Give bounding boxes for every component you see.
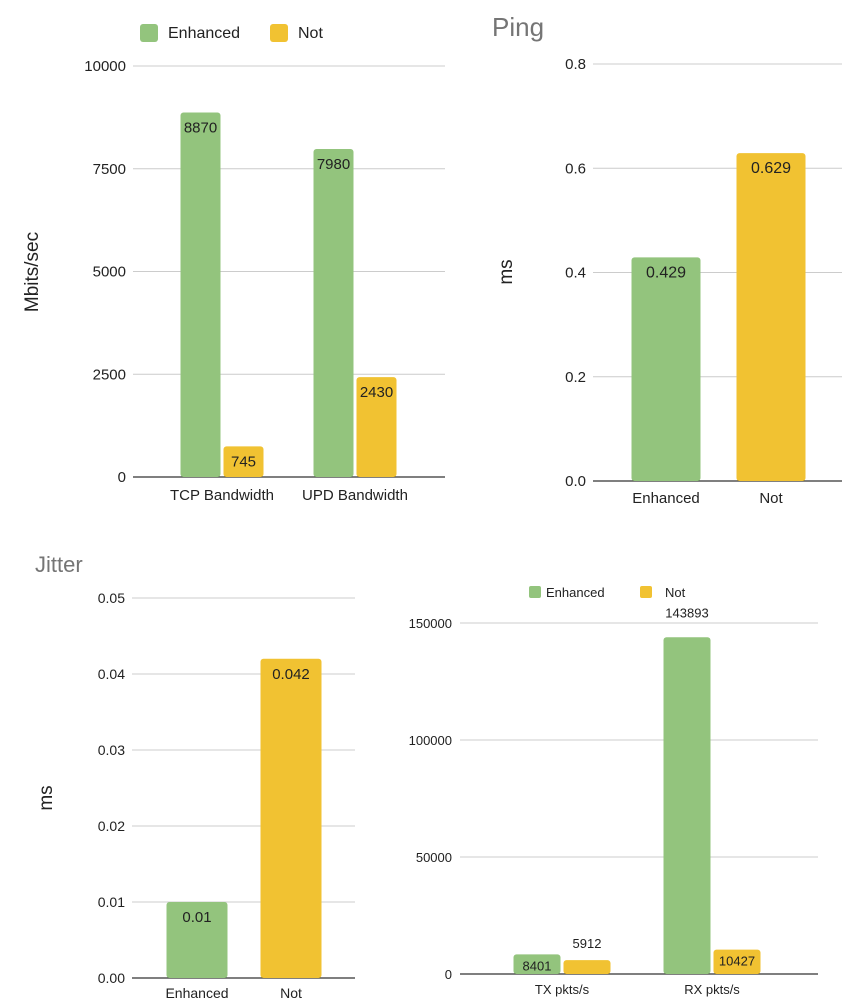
legend-swatch-enhanced xyxy=(529,586,541,598)
bar xyxy=(180,112,221,478)
data-label: 0.429 xyxy=(646,264,686,281)
data-label: 7980 xyxy=(317,156,350,173)
y-tick-label: 10000 xyxy=(84,58,126,75)
y-axis-title: ms xyxy=(36,785,57,810)
x-tick-label: TCP Bandwidth xyxy=(170,487,274,504)
x-tick-label: RX pkts/s xyxy=(684,982,740,997)
y-tick-label: 0.6 xyxy=(565,160,586,177)
y-tick-label: 7500 xyxy=(93,161,126,178)
y-axis-title: ms xyxy=(496,259,517,284)
x-tick-label: Enhanced xyxy=(632,490,700,507)
chart-title: Jitter xyxy=(35,552,83,577)
ping-chart: Ping ms 0.0 0.2 0.4 0.6 0.8 Enhanced Not 0.429… xyxy=(492,12,842,507)
x-tick-label: Not xyxy=(759,490,783,507)
bandwidth-chart: Enhanced Not Mbits/sec 0 2500 5000 7500 1000… xyxy=(22,24,445,504)
y-tick-label: 0.01 xyxy=(98,894,125,910)
legend-swatch-not xyxy=(270,24,288,42)
y-tick-label: 100000 xyxy=(409,733,452,748)
data-label: 745 xyxy=(231,453,256,470)
jitter-chart: Jitter ms 0.00 0.01 0.02 0.03 0.04 0.05 Enhanc… xyxy=(35,552,355,1001)
legend-swatch-not xyxy=(640,586,652,598)
data-label: 0.629 xyxy=(751,160,791,177)
bar xyxy=(513,954,561,974)
y-tick-label: 0.0 xyxy=(565,473,586,490)
data-label: 10427 xyxy=(719,954,755,969)
legend-label-not: Not xyxy=(298,25,323,42)
data-label: 0.042 xyxy=(272,666,310,683)
x-tick-label: Not xyxy=(280,985,302,1001)
y-tick-label: 0.02 xyxy=(98,818,125,834)
data-label: 143893 xyxy=(665,605,708,620)
y-tick-label: 150000 xyxy=(409,616,452,631)
y-axis-title: Mbits/sec xyxy=(22,232,43,312)
y-tick-label: 2500 xyxy=(93,366,126,383)
y-tick-label: 0.05 xyxy=(98,590,125,606)
bar xyxy=(736,153,806,482)
y-tick-label: 0.03 xyxy=(98,742,125,758)
data-label: 0.01 xyxy=(182,909,211,926)
y-tick-label: 0.2 xyxy=(565,369,586,386)
bar xyxy=(631,257,701,481)
data-label: 8401 xyxy=(523,958,552,973)
y-tick-label: 0 xyxy=(445,967,452,982)
x-tick-label: TX pkts/s xyxy=(535,982,590,997)
bar xyxy=(223,446,264,477)
data-label: 2430 xyxy=(360,384,393,401)
chart-title: Ping xyxy=(492,12,544,42)
y-tick-label: 0.04 xyxy=(98,666,125,682)
bar xyxy=(313,149,354,477)
packets-chart: Enhanced Not 0 50000 100000 150000 TX pkts/s… xyxy=(409,585,818,997)
bar xyxy=(663,637,711,974)
x-tick-label: Enhanced xyxy=(165,985,228,1001)
data-label: 8870 xyxy=(184,119,217,136)
y-tick-label: 0 xyxy=(118,469,126,486)
y-tick-label: 0.8 xyxy=(565,56,586,73)
legend-swatch-enhanced xyxy=(140,24,158,42)
data-label: 5912 xyxy=(573,936,602,951)
y-tick-label: 0.00 xyxy=(98,970,125,986)
y-tick-label: 5000 xyxy=(93,264,126,281)
bar xyxy=(563,960,611,974)
bar xyxy=(713,949,761,974)
bar xyxy=(356,377,397,477)
x-tick-label: UPD Bandwidth xyxy=(302,487,408,504)
bar xyxy=(260,658,322,978)
y-tick-label: 50000 xyxy=(416,850,452,865)
legend-label-enhanced: Enhanced xyxy=(546,585,605,600)
y-tick-label: 0.4 xyxy=(565,265,586,282)
bar xyxy=(166,902,228,978)
legend-label-enhanced: Enhanced xyxy=(168,25,240,42)
legend-label-not: Not xyxy=(665,585,686,600)
